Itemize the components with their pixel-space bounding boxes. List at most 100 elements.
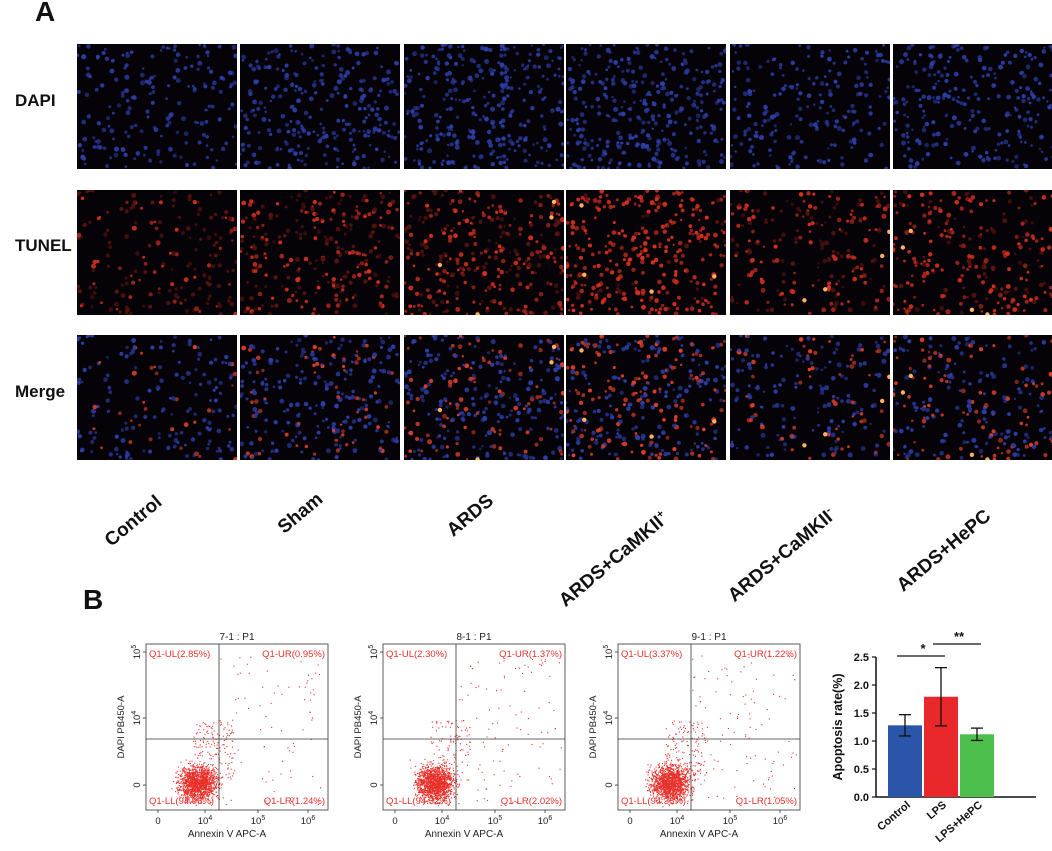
quadrant-label-ur: Q1-UR(1.37%)	[499, 649, 562, 660]
flow-plot-title: 7-1 : P1	[219, 632, 254, 643]
bar-3	[960, 734, 994, 797]
bar-1	[888, 725, 922, 797]
panel-b-letter: B	[83, 584, 104, 615]
flow-plot-frame	[145, 643, 329, 811]
micrograph-merge-5	[730, 335, 890, 460]
micrograph-merge-1	[77, 335, 237, 460]
group-label-text: ARDS+CaMKII	[555, 512, 668, 612]
bar-y-tick-label: 2.0	[854, 680, 869, 692]
flow-plot-title: 8-1 : P1	[456, 632, 491, 643]
flow-plot-title: 9-1 : P1	[691, 632, 726, 643]
bar-y-tick-label: 1.0	[854, 736, 869, 748]
micrograph-merge-4	[566, 335, 726, 460]
micrograph-dapi-2	[240, 44, 400, 169]
row-label-merge: Merge	[15, 382, 66, 401]
bar-y-axis-label: Apoptosis rate(%)	[831, 674, 845, 781]
micrograph-dapi-5	[730, 44, 890, 169]
flow-x-axis-label: Annexin V APC-A	[425, 829, 504, 840]
bar-y-tick-label: 0.5	[854, 764, 869, 776]
quadrant-label-ul: Q1-UL(2.85%)	[149, 649, 210, 660]
x-tick-label: 106	[301, 815, 316, 827]
y-tick-label: 105	[131, 645, 143, 660]
group-label-5: ARDS+CaMKII-	[724, 505, 840, 608]
apoptosis-bar-chart: 0.0 0.5 1.0 1.5 2.0 2.5 Apoptosis rate(%) Contr…	[831, 632, 1036, 845]
group-label-text: ARDS	[443, 490, 498, 542]
x-tick-label: 105	[723, 815, 738, 827]
flow-x-axis-label: Annexin V APC-A	[188, 829, 267, 840]
bar-y-tick-label: 1.5	[854, 708, 869, 720]
micrograph-dapi-6	[893, 44, 1052, 169]
micrograph-dapi-3	[404, 44, 564, 169]
group-label-text: ARDS+CaMKII	[724, 507, 837, 607]
micrograph-tunel-3	[404, 190, 564, 315]
flow-y-axis-label: DAPI PB450-A	[588, 695, 599, 758]
group-label-text: ARDS+HePC	[893, 505, 996, 597]
flow-dots	[171, 655, 322, 806]
panel-a-letter: A	[35, 0, 56, 27]
row-label-dapi: DAPI	[15, 91, 56, 110]
significance-label: **	[954, 632, 965, 644]
x-tick-label: 104	[670, 815, 685, 827]
y-tick-label: 0	[132, 782, 143, 787]
flow-dots	[409, 659, 562, 807]
quadrant-label-ul: Q1-UL(2.30%)	[386, 649, 447, 660]
y-tick-label: 104	[131, 711, 143, 726]
x-tick-label: 0	[155, 816, 160, 827]
flow-plot-frame	[382, 643, 566, 811]
flow-x-axis-label: Annexin V APC-A	[660, 829, 739, 840]
micrograph-dapi-1	[77, 44, 237, 169]
micrograph-merge-3	[404, 335, 564, 460]
x-tick-label: 106	[773, 815, 788, 827]
bar-y-tick-label: 2.5	[854, 652, 869, 664]
micrograph-tunel-4	[566, 190, 726, 315]
y-tick-label: 105	[603, 645, 615, 660]
quadrant-label-ll: Q1-LL(94.36%)	[621, 796, 686, 807]
quadrant-label-ur: Q1-UR(1.22%)	[734, 649, 797, 660]
group-label-3: ARDS	[443, 490, 498, 541]
bar-category-label: Control	[875, 799, 913, 833]
quadrant-label-lr: Q1-LR(1.24%)	[264, 796, 325, 807]
quadrant-label-ur: Q1-UR(0.95%)	[262, 649, 325, 660]
flow-y-axis-label: DAPI PB450-A	[353, 695, 364, 758]
x-tick-label: 0	[392, 816, 397, 827]
quadrant-label-ll: Q1-LL(94.32%)	[386, 796, 451, 807]
micrograph-merge-2	[240, 335, 400, 460]
x-tick-label: 0	[627, 816, 632, 827]
y-tick-label: 0	[604, 782, 615, 787]
group-label-text: Sham	[274, 488, 328, 539]
quadrant-label-lr: Q1-LR(1.05%)	[736, 796, 797, 807]
flow-plot-2: 8-1 : P1 Q1-UL(2.30%) Q1-UR(1.37%) Q1-LL(94…	[353, 632, 566, 840]
group-label-6: ARDS+HePC	[893, 506, 996, 597]
bar-y-tick-label: 0.0	[854, 792, 869, 804]
micrograph-tunel-1	[77, 190, 237, 315]
group-label-text: Control	[101, 491, 167, 552]
y-tick-label: 0	[369, 782, 380, 787]
flow-plot-frame	[617, 643, 801, 811]
y-tick-label: 105	[368, 645, 380, 660]
y-tick-label: 104	[603, 711, 615, 726]
group-label-1: Control	[101, 492, 167, 552]
micrograph-merge-6	[893, 335, 1052, 460]
quadrant-label-lr: Q1-LR(2.02%)	[501, 796, 562, 807]
flow-plot-3: 9-1 : P1 Q1-UL(3.37%) Q1-UR(1.22%) Q1-LL(94…	[588, 632, 801, 840]
bar-category-label: LPS	[925, 799, 949, 822]
micrograph-tunel-6	[893, 190, 1052, 315]
micrograph-tunel-2	[240, 190, 400, 315]
x-tick-label: 104	[198, 815, 213, 827]
micrograph-dapi-4	[566, 44, 726, 169]
row-label-tunel: TUNEL	[15, 236, 72, 255]
quadrant-label-ul: Q1-UL(3.37%)	[621, 649, 682, 660]
significance-label: *	[920, 641, 926, 656]
flow-dots	[645, 655, 797, 808]
x-tick-label: 104	[435, 815, 450, 827]
x-tick-label: 105	[251, 815, 266, 827]
flow-plot-1: 7-1 : P1 Q1-UL(2.85%) Q1-UR(0.95%) Q1-LL(94…	[116, 632, 329, 840]
group-label-4: ARDS+CaMKII+	[555, 508, 673, 612]
y-tick-label: 104	[368, 711, 380, 726]
micrograph-tunel-5	[730, 190, 890, 315]
flow-y-axis-label: DAPI PB450-A	[116, 695, 127, 758]
x-tick-label: 105	[488, 815, 503, 827]
quadrant-label-ll: Q1-LL(94.96%)	[149, 796, 214, 807]
group-label-2: Sham	[274, 489, 328, 539]
x-tick-label: 106	[538, 815, 553, 827]
